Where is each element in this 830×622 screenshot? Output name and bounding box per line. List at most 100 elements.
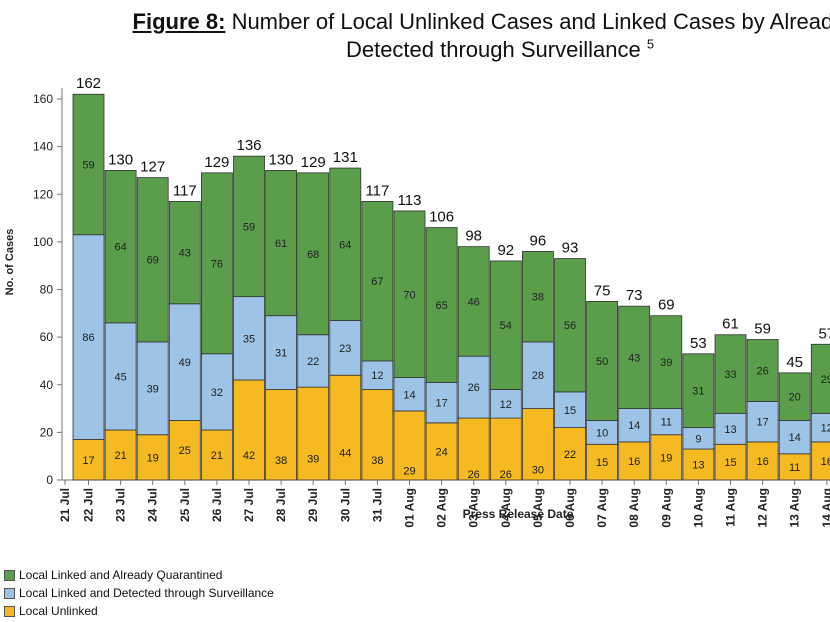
segment-value-label: 39 (307, 454, 319, 466)
y-tick-label: 160 (33, 92, 53, 106)
x-tick-label: 26 Jul (210, 488, 224, 522)
bar-total-label: 92 (497, 242, 514, 259)
bar-segment (554, 258, 586, 393)
segment-value-label: 30 (532, 464, 544, 476)
bar-segment (682, 353, 715, 429)
y-tick-label: 100 (33, 235, 53, 249)
x-tick-label: 21 Jul (58, 488, 72, 522)
x-tick-label: 13 Aug (788, 488, 802, 528)
bar-segment (233, 296, 265, 381)
bar-segment (104, 322, 137, 431)
bar-segment (329, 374, 362, 481)
legend-swatch (4, 569, 15, 581)
bar-segment (233, 155, 265, 298)
segment-value-label: 59 (82, 159, 94, 171)
bar-segment (489, 260, 522, 390)
chart-legend: Local Linked and Already Quarantined Loca… (4, 566, 274, 620)
x-tick-label: 22 Jul (82, 488, 96, 522)
bar-segment (72, 439, 105, 481)
x-tick-label: 06 Aug (563, 488, 577, 528)
segment-value-label: 13 (724, 424, 736, 436)
segment-value-label: 25 (179, 445, 191, 457)
segment-value-label: 24 (435, 446, 447, 458)
bar-segment (457, 246, 490, 357)
bar-total-label: 129 (204, 154, 229, 171)
bar-total-label: 61 (722, 316, 739, 333)
bar-segment (104, 170, 137, 324)
bar-segment (136, 341, 169, 436)
x-tick-label: 08 Aug (627, 488, 641, 528)
x-tick-label: 07 Aug (595, 488, 609, 528)
segment-value-label: 64 (114, 242, 126, 254)
bar-segment (425, 227, 458, 383)
bar-total-label: 136 (236, 137, 261, 154)
segment-value-label: 26 (468, 382, 480, 394)
bar-segment (457, 355, 490, 419)
x-tick-label: 04 Aug (499, 488, 513, 528)
segment-value-label: 44 (339, 448, 351, 460)
legend-label: Local Linked and Detected through Survei… (19, 586, 274, 600)
legend-swatch (4, 605, 15, 617)
segment-value-label: 14 (403, 389, 415, 401)
bar-segment (778, 372, 811, 421)
bar-total-label: 127 (140, 159, 165, 176)
bar-segment (714, 412, 747, 445)
segment-value-label: 64 (339, 239, 351, 251)
segment-value-label: 29 (403, 465, 415, 477)
x-tick-label: 14 Aug (820, 488, 830, 528)
segment-value-label: 14 (789, 432, 801, 444)
segment-value-label: 21 (211, 450, 223, 462)
segment-value-label: 50 (596, 356, 608, 368)
segment-value-label: 39 (147, 383, 159, 395)
segment-value-label: 26 (500, 469, 512, 481)
legend-entry: Local Linked and Detected through Survei… (4, 584, 274, 602)
y-tick-label: 0 (46, 473, 53, 487)
x-tick-label: 31 Jul (370, 488, 384, 522)
y-tick-label: 40 (40, 378, 54, 392)
bar-segment (233, 379, 265, 481)
figure-number: Figure 8: (132, 9, 226, 34)
y-tick-label: 120 (33, 187, 53, 201)
legend-entry: Local Linked and Already Quarantined (4, 566, 274, 584)
bar-segment (425, 381, 458, 424)
segment-value-label: 54 (500, 320, 512, 332)
bar-total-label: 131 (333, 149, 358, 166)
segment-value-label: 26 (756, 365, 768, 377)
segment-value-label: 49 (179, 357, 191, 369)
bar-segment (136, 434, 169, 481)
bar-segment (522, 250, 554, 343)
legend-label: Local Unlinked (19, 604, 98, 618)
bar-segment (618, 305, 651, 409)
segment-value-label: 39 (660, 357, 672, 369)
segment-value-label: 17 (756, 417, 768, 429)
segment-value-label: 11 (661, 417, 672, 429)
bar-segment (425, 422, 458, 481)
x-tick-label: 02 Aug (435, 488, 449, 528)
bar-segment (200, 429, 233, 481)
bar-total-label: 129 (301, 154, 326, 171)
bar-total-label: 117 (365, 182, 389, 199)
x-tick-label: 03 Aug (467, 488, 481, 528)
bar-segment (489, 389, 522, 419)
bar-total-label: 73 (626, 287, 643, 304)
segment-value-label: 13 (692, 460, 704, 472)
bar-segment (778, 420, 811, 455)
y-tick-label: 80 (40, 283, 54, 297)
x-tick-label: 25 Jul (178, 488, 192, 522)
x-tick-label: 11 Aug (724, 488, 738, 527)
bar-total-label: 93 (562, 240, 579, 257)
x-tick-label: 28 Jul (274, 488, 288, 522)
bar-segment (778, 453, 811, 481)
x-tick-label: 05 Aug (531, 488, 545, 528)
segment-value-label: 22 (307, 356, 319, 368)
bar-total-label: 53 (690, 335, 707, 352)
bar-segment (746, 339, 779, 402)
bar-segment (136, 177, 169, 343)
x-tick-label: 30 Jul (338, 488, 352, 522)
bar-segment (297, 334, 330, 388)
legend-swatch (4, 587, 15, 599)
x-tick-label: 12 Aug (756, 488, 770, 528)
y-tick-label: 20 (40, 425, 54, 439)
bar-total-label: 59 (754, 321, 771, 338)
bar-segment (682, 448, 715, 481)
